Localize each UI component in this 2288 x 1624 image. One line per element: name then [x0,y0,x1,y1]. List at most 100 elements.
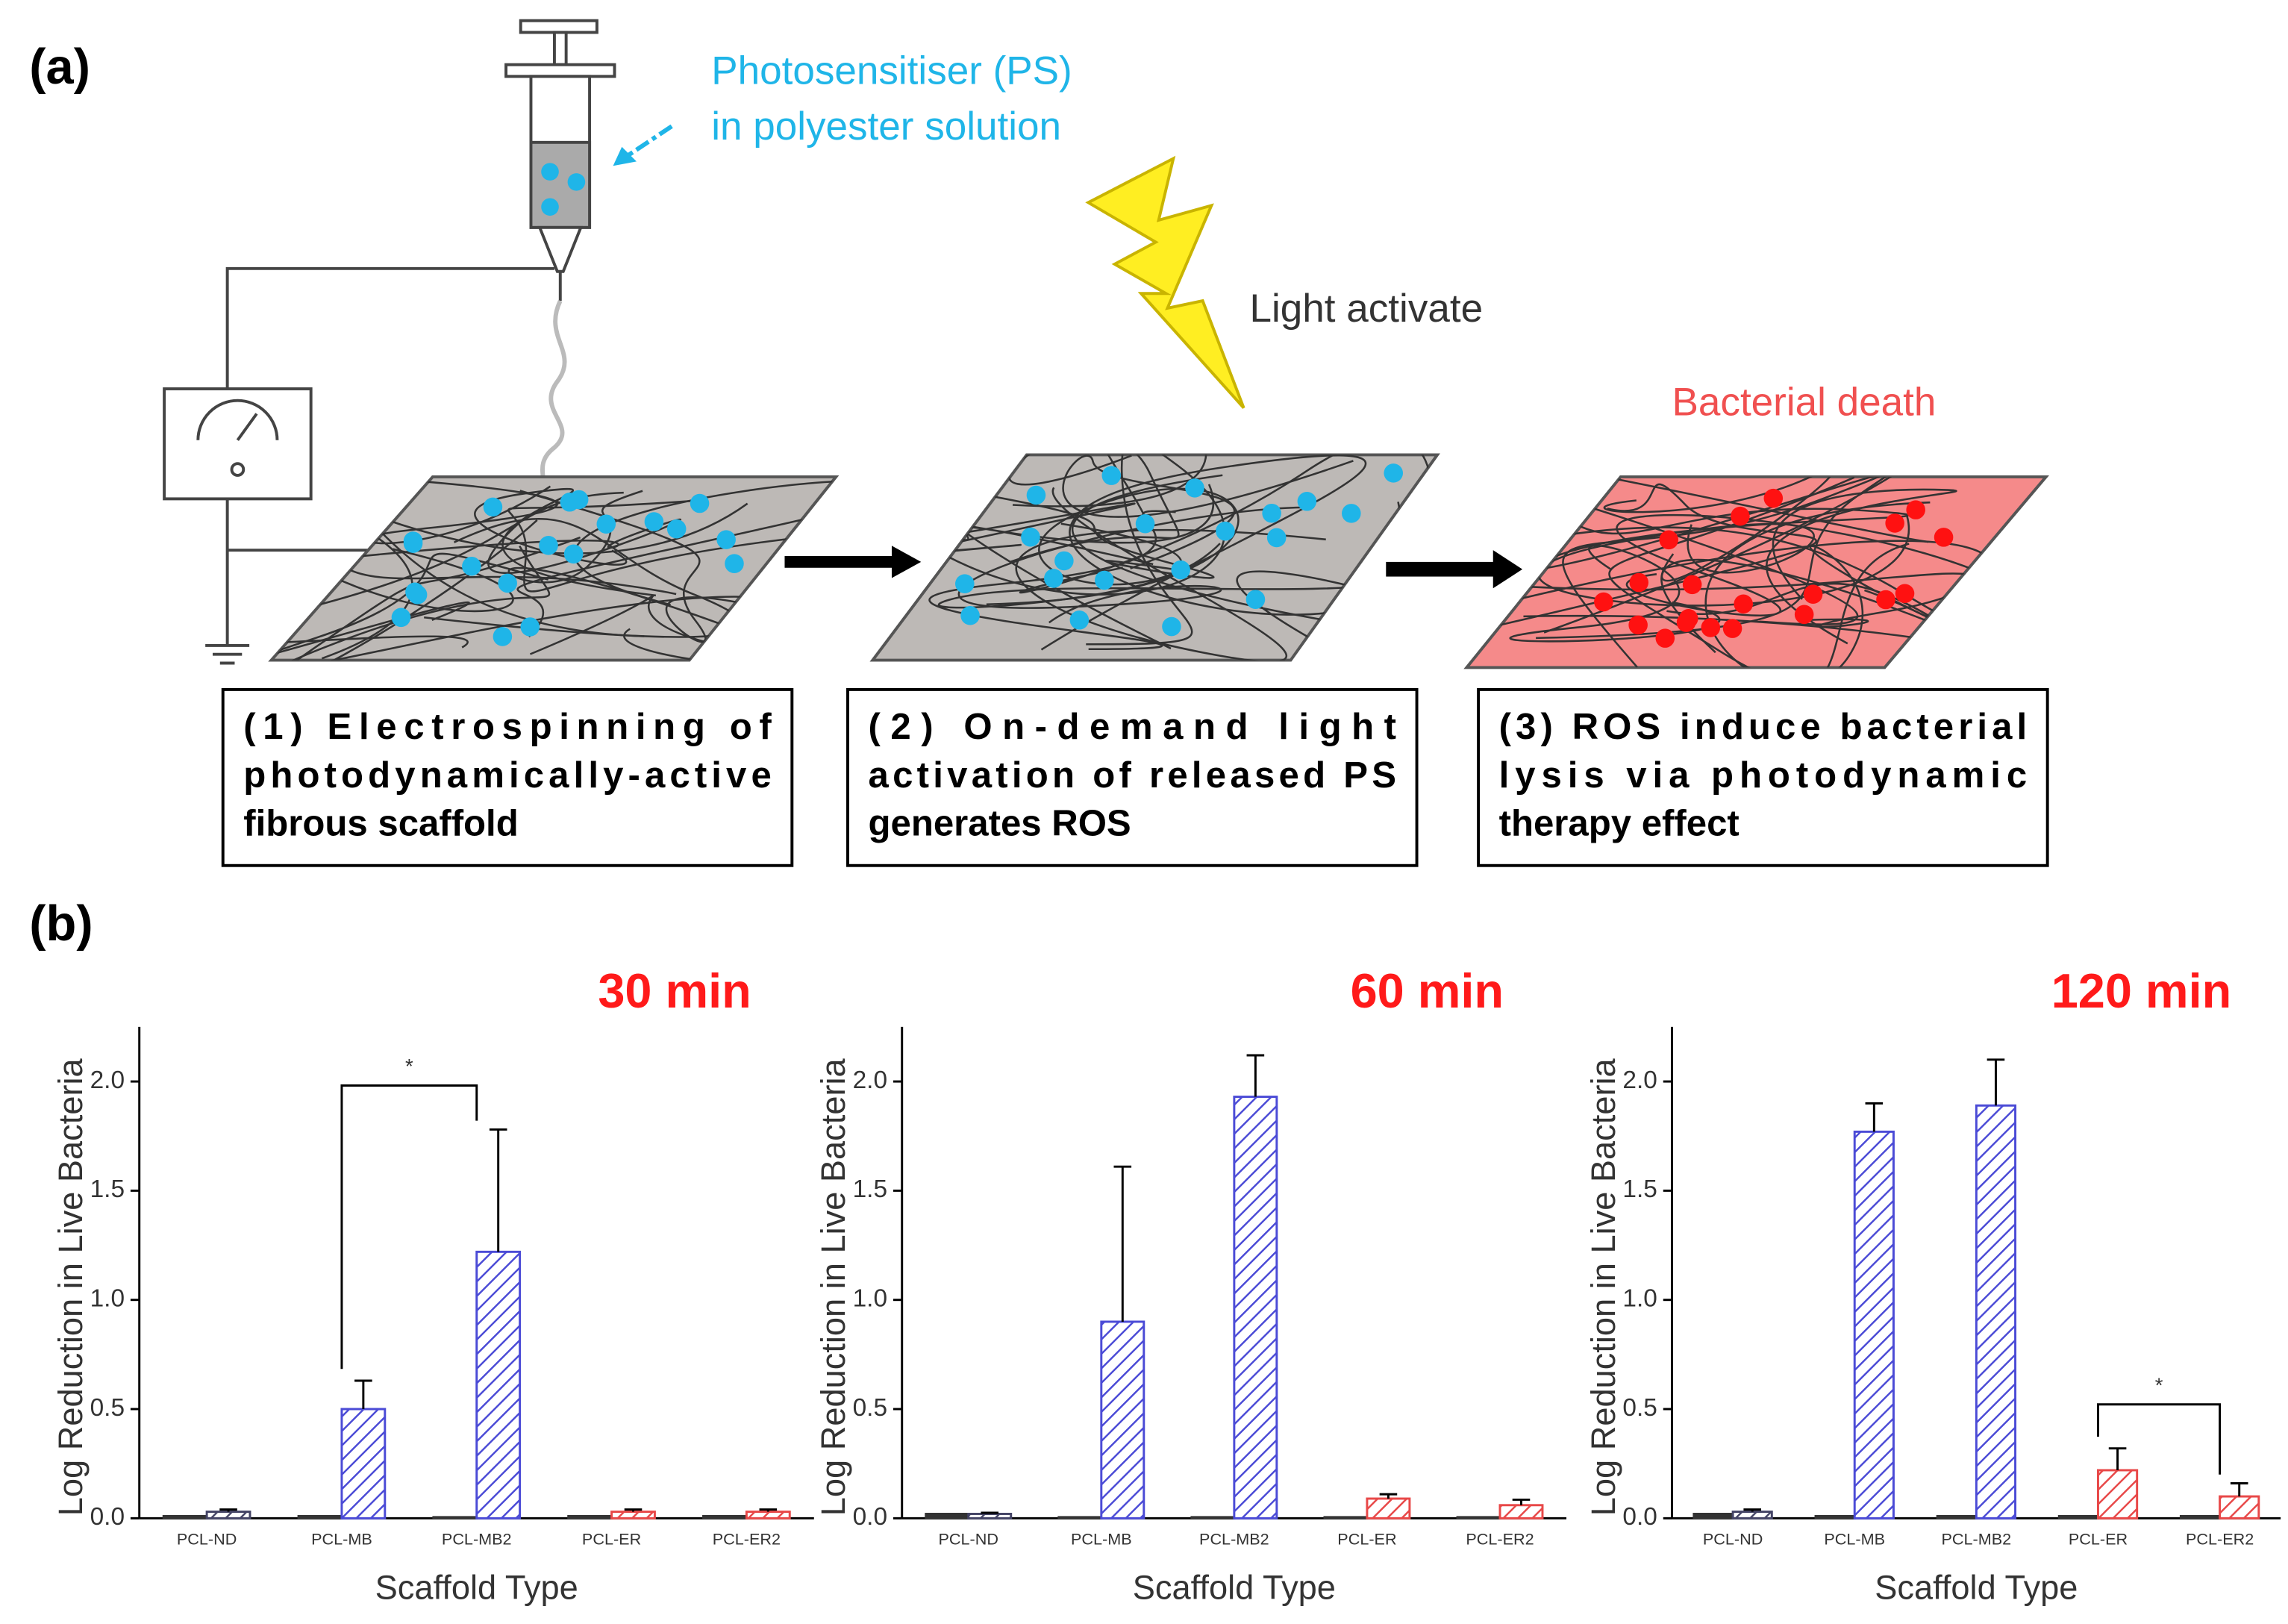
fibers [872,455,1438,660]
bar [2179,1514,2222,1520]
significance-bracket [340,1084,478,1370]
dot [483,497,503,517]
dot [498,573,517,593]
bar [967,1513,1013,1520]
process-arrow [784,546,922,578]
x-tick-label: PCL-ND [177,1530,237,1549]
error-bar [354,1379,372,1410]
error-bar [981,1511,999,1514]
error-bar [1246,1054,1265,1097]
panel-label: (b) [29,896,93,952]
fiber [474,487,656,597]
dot [716,530,736,549]
bar [1366,1497,1411,1520]
significance-mark: * [405,1055,413,1078]
dot [1185,478,1204,498]
dot [1262,503,1281,523]
fiber [1522,540,1992,628]
bar-chart: 0.0 0.5 1.0 1.5 2.0 120 min Log Reduction in L… [1584,964,2281,1607]
y-tick-label: 1.5 [853,1175,887,1203]
scaffold [869,453,1440,662]
ps-arrow [613,124,673,166]
fiber [1704,501,2034,668]
y-tick-label: 0.0 [1622,1503,1657,1531]
scaffold-mat [869,453,1440,662]
y-tick-label: 1.0 [90,1285,125,1313]
fiber [271,552,549,658]
lightning [1085,155,1245,409]
bar [475,1250,522,1520]
fiber [507,490,802,656]
dot [563,544,584,564]
dot [1342,504,1361,523]
y-axis-label: Log Reduction in Live Bacteria [814,1058,852,1516]
bar [1100,1320,1145,1520]
x-axis-label: Scaffold Type [1133,1569,1336,1607]
step-text: (1) Electrospinning of [243,707,772,747]
dot [1044,569,1063,588]
dot [596,514,616,534]
x-tick-label: PCL-ER2 [1466,1530,1534,1549]
y-axis-label: Log Reduction in Live Bacteria [1584,1058,1622,1516]
bar [2097,1469,2139,1520]
dot [1876,590,1895,610]
dot [1895,584,1915,604]
dot [1297,492,1317,511]
dot [1021,527,1040,547]
dot [1906,500,1925,519]
step-text: fibrous scaffold [243,804,518,844]
jet [540,299,567,485]
bar [1853,1130,1895,1520]
y-tick-label: 0.5 [90,1394,125,1422]
dot [1216,521,1235,541]
dot [520,617,540,637]
error-bar [1865,1102,1884,1132]
step-text: (3) ROS induce bacterial [1499,707,2028,747]
dot [1069,610,1090,630]
bar [297,1514,343,1520]
x-axis-label: Scaffold Type [375,1569,578,1607]
dot [1266,528,1287,548]
step-box [221,687,794,867]
y-tick-label: 0.5 [1622,1394,1657,1422]
chart-title: 120 min [2051,964,2232,1018]
bar-chart: 0.0 0.5 1.0 1.5 2.0 30 min Log Reduction in Li… [51,964,814,1607]
x-tick-label: PCL-MB [1824,1530,1885,1549]
error-bar [1512,1498,1531,1505]
error-bar [624,1508,643,1512]
fiber [1537,516,1910,607]
dot [1734,594,1753,614]
dot [1384,463,1403,483]
fiber [519,490,770,643]
bar [1814,1514,1856,1520]
y-tick-label: 2.0 [1622,1066,1657,1094]
bar [2219,1495,2260,1520]
dot [1676,613,1696,632]
fiber [271,491,624,649]
step-box [846,687,1419,867]
dot [1934,528,1954,547]
dot [1794,605,1814,625]
dot [644,512,664,531]
dot [1731,506,1750,526]
fiber [1616,513,1995,617]
dot [960,605,980,625]
bar [610,1511,656,1520]
bar [702,1514,748,1520]
y-tick-label: 0.0 [90,1503,125,1531]
step-box [1477,687,2049,867]
error-bar [1379,1493,1398,1499]
bar [745,1511,791,1520]
error-bar [1743,1508,1761,1512]
fiber [1008,455,1180,563]
bar [1323,1516,1369,1520]
fiber [1072,474,1438,660]
x-tick-label: PCL-MB2 [1199,1530,1269,1549]
x-tick-label: PCL-MB [311,1530,372,1549]
fiber [1766,488,1957,645]
fiber [1520,508,1910,590]
scaffold [1463,475,2049,669]
dot [1629,572,1649,593]
